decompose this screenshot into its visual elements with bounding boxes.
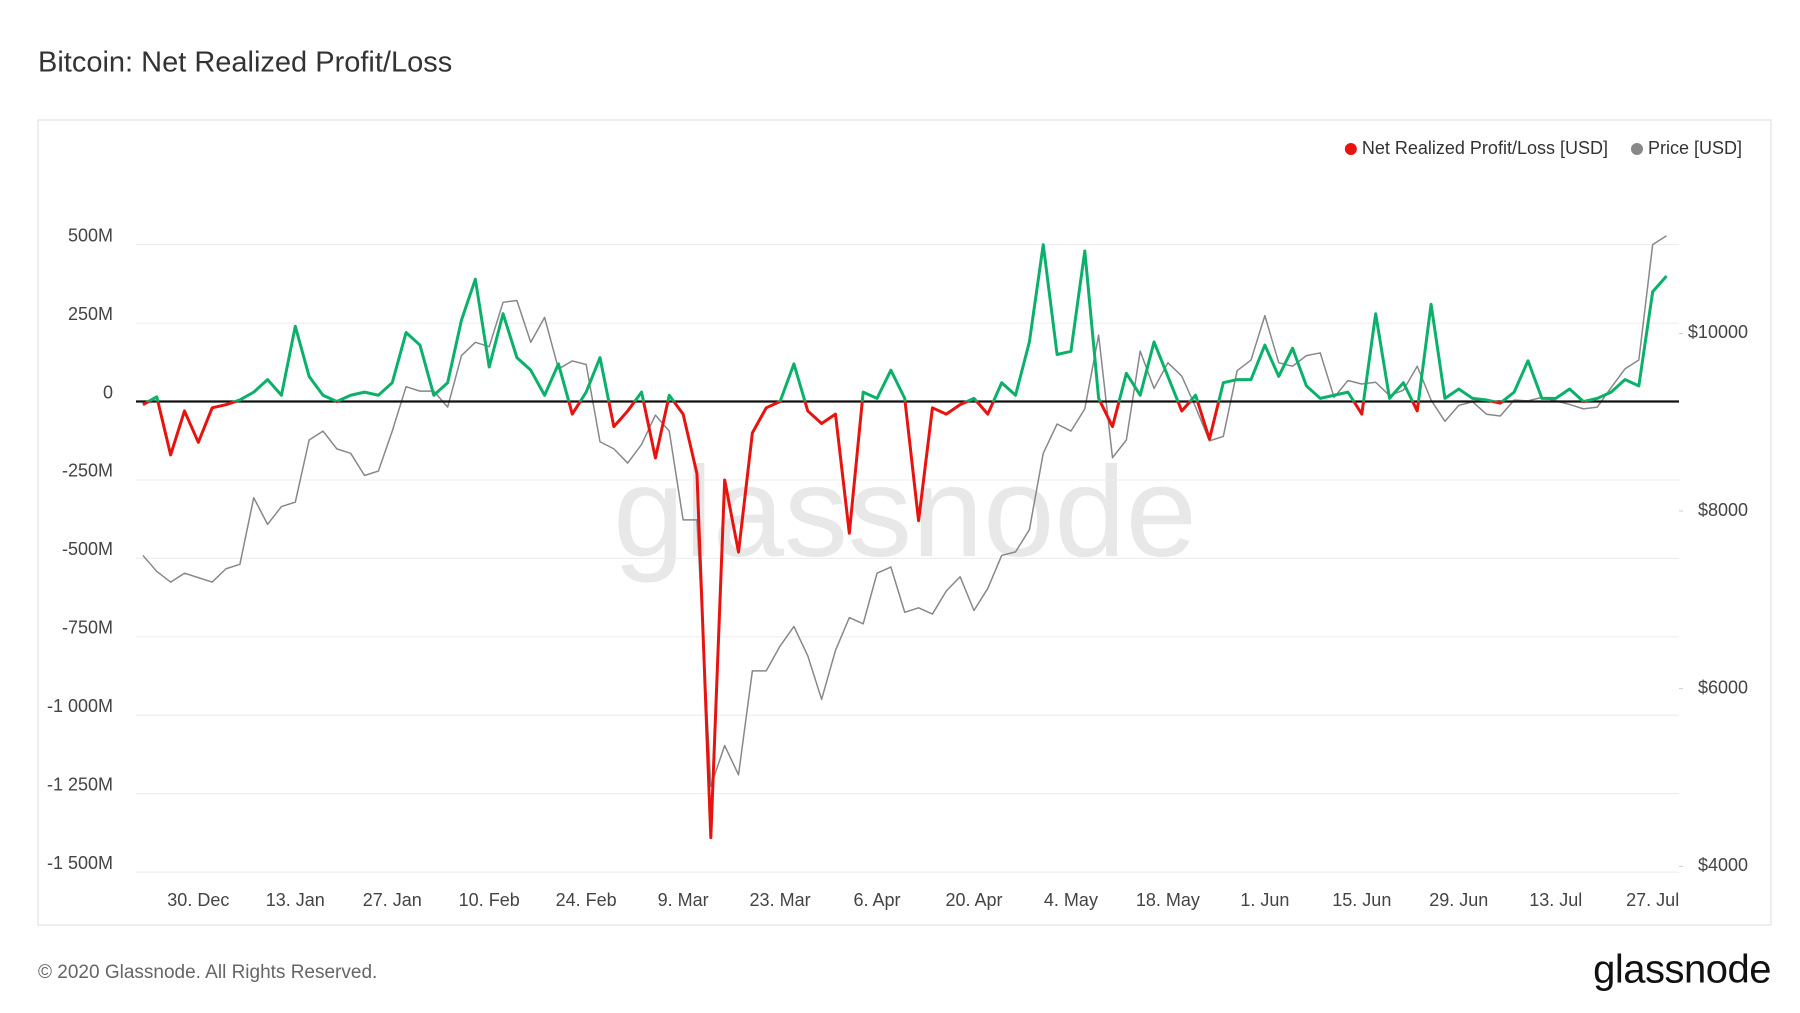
- y-tick-label: -750M: [62, 618, 113, 638]
- x-tick-label: 4. May: [1044, 890, 1098, 910]
- y-tick-label: -1 250M: [47, 774, 113, 794]
- x-tick-label: 13. Jan: [266, 890, 325, 910]
- y-tick-label: -1 000M: [47, 696, 113, 716]
- x-tick-label: 30. Dec: [167, 890, 229, 910]
- y2-tick-label: $10000: [1688, 322, 1748, 342]
- x-tick-label: 1. Jun: [1240, 890, 1289, 910]
- y2-tick-label: $4000: [1698, 855, 1748, 875]
- x-tick-label: 29. Jun: [1429, 890, 1488, 910]
- x-tick-label: 15. Jun: [1332, 890, 1391, 910]
- chart-frame: [37, 119, 1772, 926]
- legend-label: Price [USD]: [1648, 138, 1742, 158]
- legend-label: Net Realized Profit/Loss [USD]: [1362, 138, 1608, 158]
- x-tick-label: 24. Feb: [556, 890, 617, 910]
- y-tick-label: 250M: [68, 304, 113, 324]
- y-tick-label: -250M: [62, 461, 113, 481]
- legend-marker: [1630, 143, 1643, 155]
- price-line: [142, 235, 1667, 788]
- logo: glassnode: [1593, 948, 1771, 992]
- x-tick-label: 18. May: [1136, 890, 1200, 910]
- legend-marker: [1344, 143, 1357, 155]
- watermark: glassnode: [613, 441, 1197, 584]
- y2-tick-label: $6000: [1698, 677, 1748, 697]
- y-tick-label: 0: [103, 382, 113, 402]
- x-tick-label: 23. Mar: [750, 890, 811, 910]
- x-tick-label: 27. Jul: [1626, 890, 1679, 910]
- y-tick-label: -500M: [62, 539, 113, 559]
- y-tick-label: 500M: [68, 225, 113, 245]
- x-tick-label: 6. Apr: [854, 890, 901, 910]
- x-tick-label: 20. Apr: [945, 890, 1002, 910]
- x-tick-label: 13. Jul: [1529, 890, 1582, 910]
- x-tick-label: 9. Mar: [658, 890, 709, 910]
- series-line: [142, 243, 1668, 840]
- y2-tick-label: $8000: [1698, 500, 1748, 520]
- chart-title: Bitcoin: Net Realized Profit/Loss: [38, 47, 452, 79]
- y-tick-label: -1 500M: [47, 853, 113, 873]
- x-tick-label: 10. Feb: [459, 890, 520, 910]
- copyright: © 2020 Glassnode. All Rights Reserved.: [38, 962, 377, 983]
- x-tick-label: 27. Jan: [363, 890, 422, 910]
